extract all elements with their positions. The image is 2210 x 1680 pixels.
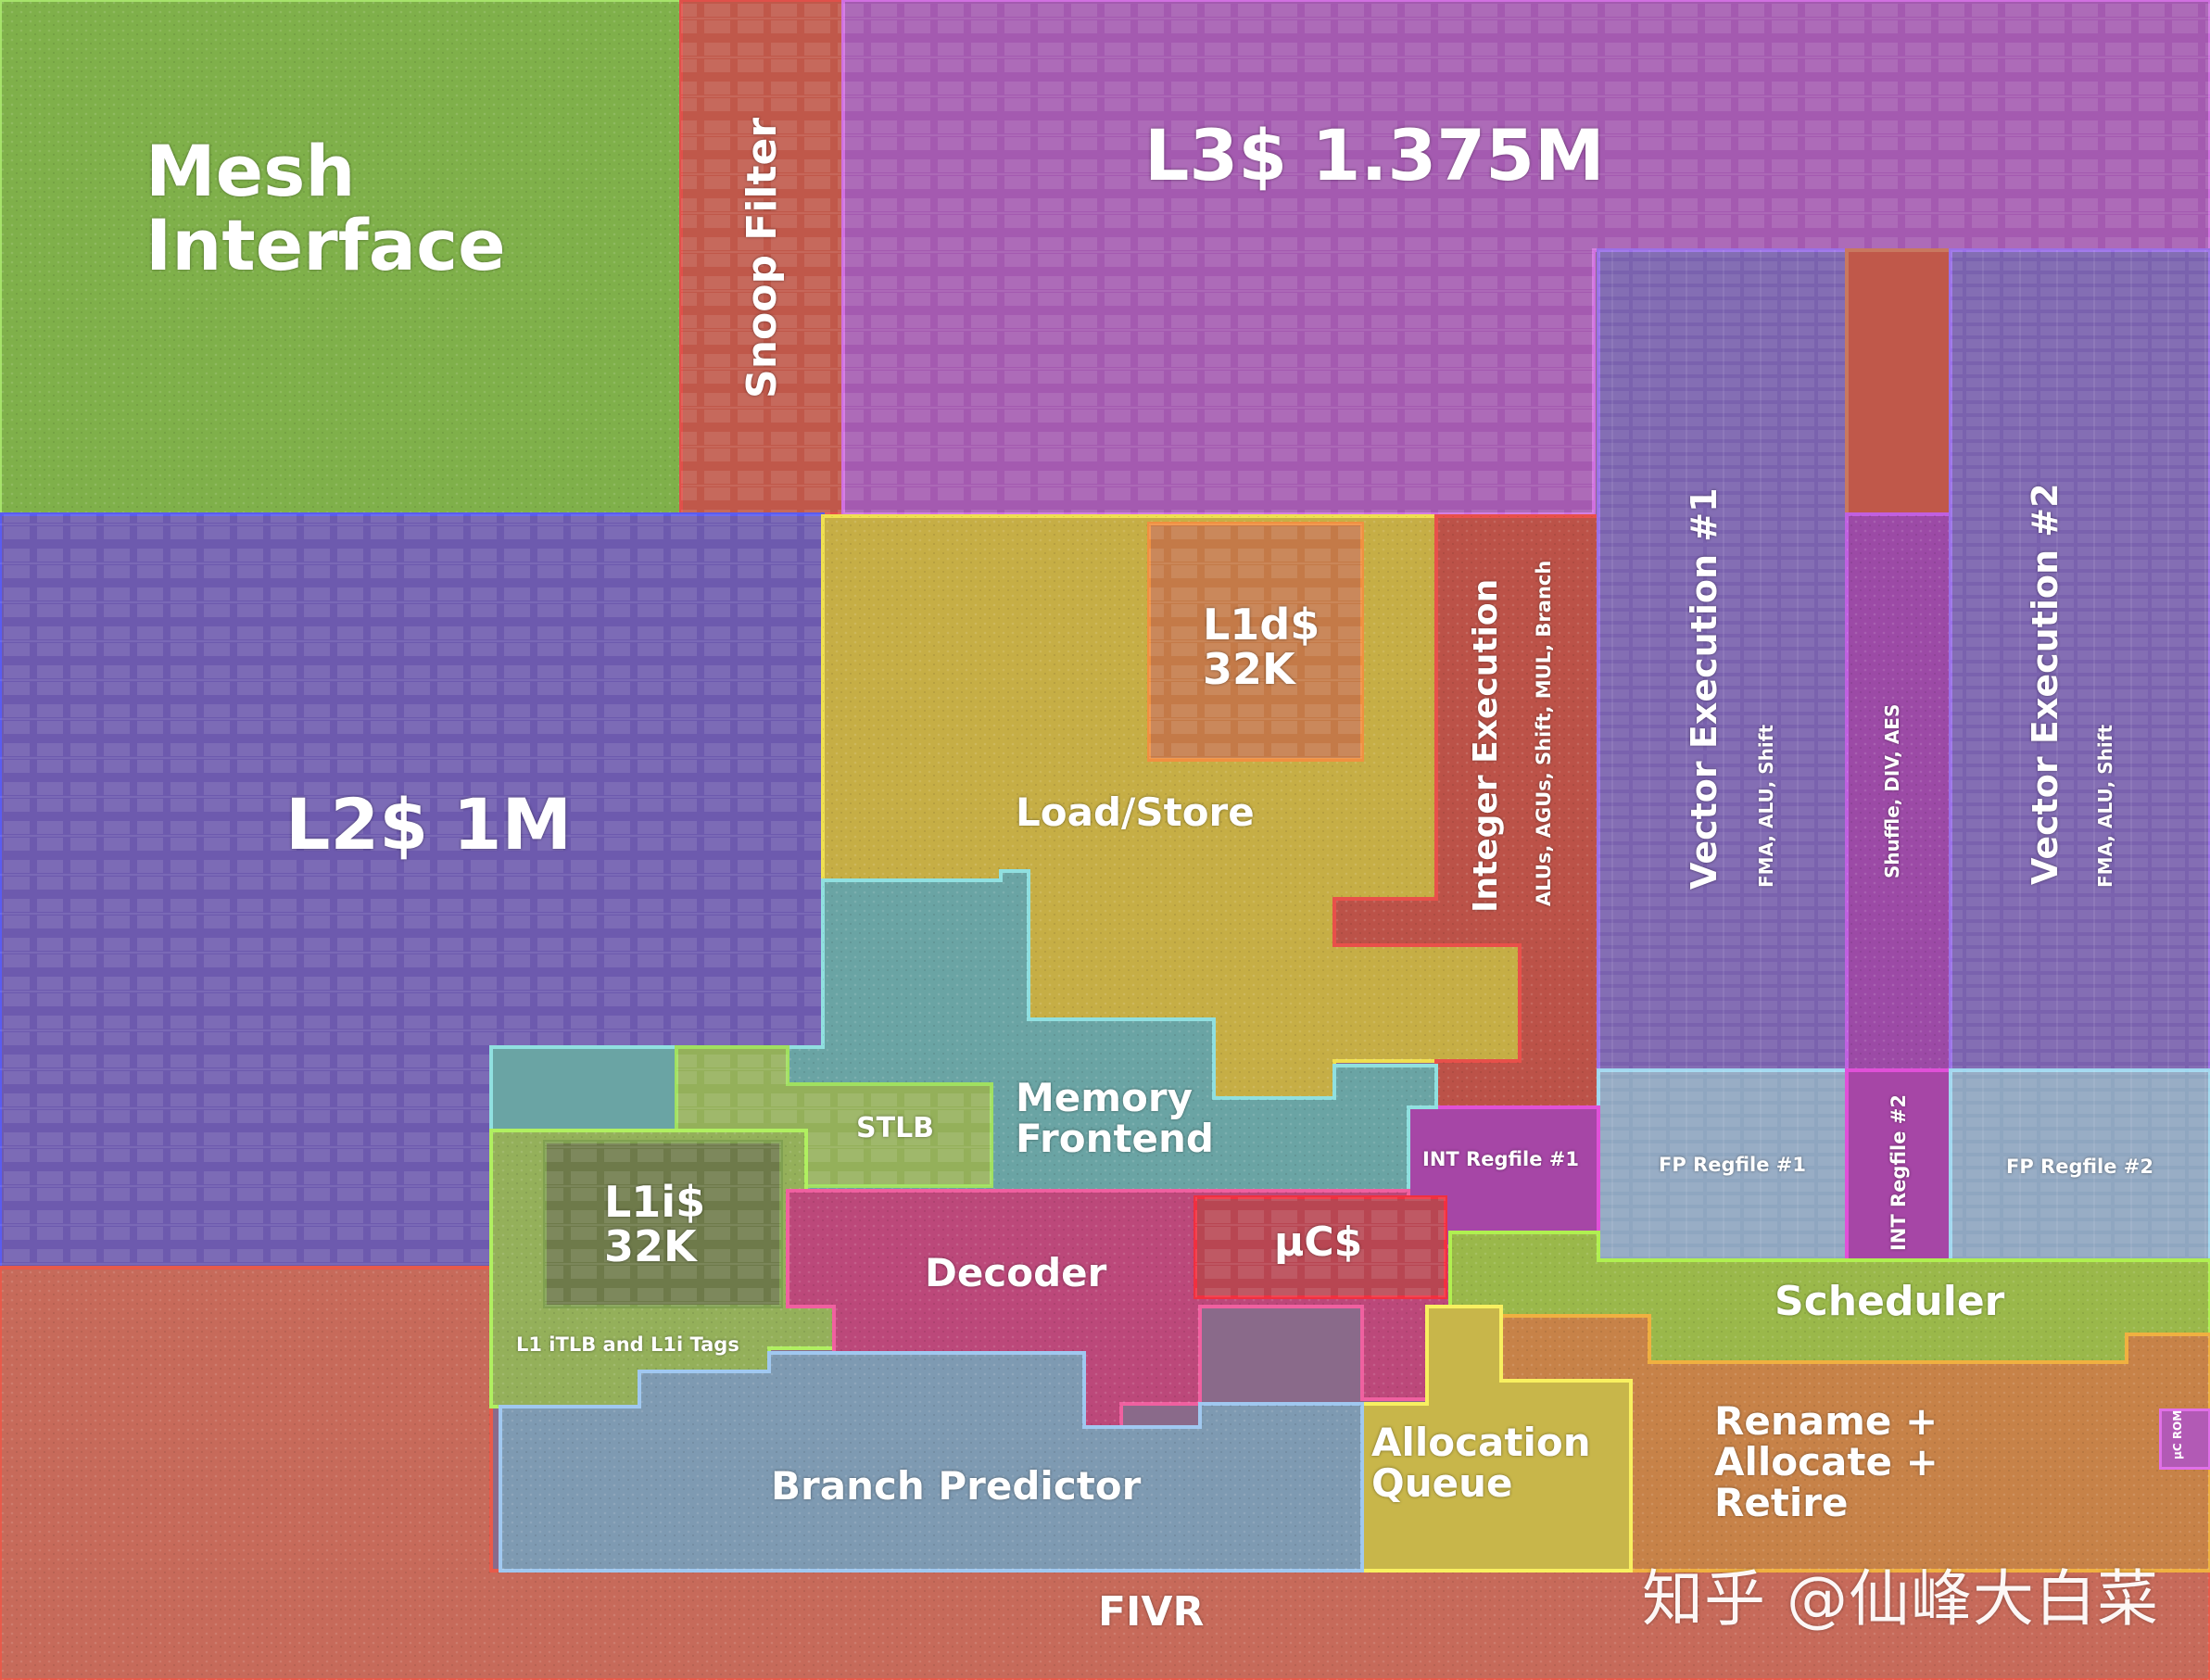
label-int-regfile-2: INT Regfile #2 xyxy=(1888,1094,1910,1251)
region-l1i-cache xyxy=(543,1140,783,1308)
label-vector-execution-1-units: FMA, ALU, Shift xyxy=(1755,724,1777,888)
region-uop-cache xyxy=(1193,1195,1447,1299)
label-vector-execution-1: Vector Execution #1 xyxy=(1684,487,1724,890)
region-allocation-queue xyxy=(1360,1305,1633,1573)
region-fp-regfile-2 xyxy=(1949,1068,2210,1262)
region-memory-frontend-left xyxy=(489,1045,678,1132)
label-uop-cache: µC$ xyxy=(1274,1219,1363,1266)
label-l2-cache: L2$ 1M xyxy=(285,783,573,865)
label-branch-predictor: Branch Predictor xyxy=(771,1463,1142,1509)
region-shuffle-div-aes xyxy=(1845,512,1952,1072)
region-vector-execution-1 xyxy=(1597,248,1849,1072)
label-stlb: STLB xyxy=(856,1112,935,1144)
label-vector-execution-2: Vector Execution #2 xyxy=(2025,483,2065,885)
region-l1d-cache xyxy=(1147,522,1364,762)
label-fivr: FIVR xyxy=(1098,1588,1205,1636)
label-decoder: Decoder xyxy=(925,1250,1107,1295)
region-scheduler xyxy=(1448,1231,2210,1364)
label-l3-cache: L3$ 1.375M xyxy=(1144,114,1605,196)
label-fp-regfile-2: FP Regfile #2 xyxy=(2006,1156,2154,1178)
label-integer-execution-units: ALUs, AGUs, Shift, MUL, Branch xyxy=(1533,560,1555,906)
region-branch-predictor xyxy=(499,1351,1364,1573)
label-int-regfile-1: INT Regfile #1 xyxy=(1422,1148,1579,1170)
label-memory-frontend: Memory Frontend xyxy=(1016,1075,1214,1162)
label-l1d-cache: L1d$ 32K xyxy=(1203,600,1320,695)
region-shuffle-top xyxy=(1845,248,1952,516)
label-vector-execution-2-units: FMA, ALU, Shift xyxy=(2094,724,2116,888)
label-shuffle-div-aes: Shuffle, DIV, AES xyxy=(1881,703,1903,878)
region-fp-regfile-1 xyxy=(1597,1068,1849,1262)
label-rename-allocate-retire: Rename + Allocate + Retire xyxy=(1714,1398,1938,1526)
label-snoop-filter: Snoop Filter xyxy=(739,117,786,398)
uc-rom-label: µC ROM xyxy=(2171,1409,2184,1459)
region-vector-execution-2 xyxy=(1949,248,2210,1072)
region-l3-cache xyxy=(841,0,2210,516)
label-integer-execution: Integer Execution xyxy=(1467,578,1505,913)
region-mesh-interface xyxy=(0,0,683,516)
label-l1-itlb-tags: L1 iTLB and L1i Tags xyxy=(516,1333,739,1356)
label-mesh-interface: Mesh Interface xyxy=(145,130,506,286)
label-scheduler: Scheduler xyxy=(1774,1278,2005,1325)
region-int-regfile-2 xyxy=(1845,1068,1952,1262)
label-allocation-queue: Allocation Queue xyxy=(1371,1420,1591,1507)
region-uc-rom: µC ROM xyxy=(2159,1408,2210,1470)
label-l1i-cache: L1i$ 32K xyxy=(604,1177,706,1272)
label-load-store: Load/Store xyxy=(1016,789,1255,835)
region-rename-allocate-retire xyxy=(1499,1314,2210,1573)
watermark: 知乎 @仙峰大白菜 xyxy=(1642,1563,2159,1635)
label-fp-regfile-1: FP Regfile #1 xyxy=(1659,1154,1807,1176)
